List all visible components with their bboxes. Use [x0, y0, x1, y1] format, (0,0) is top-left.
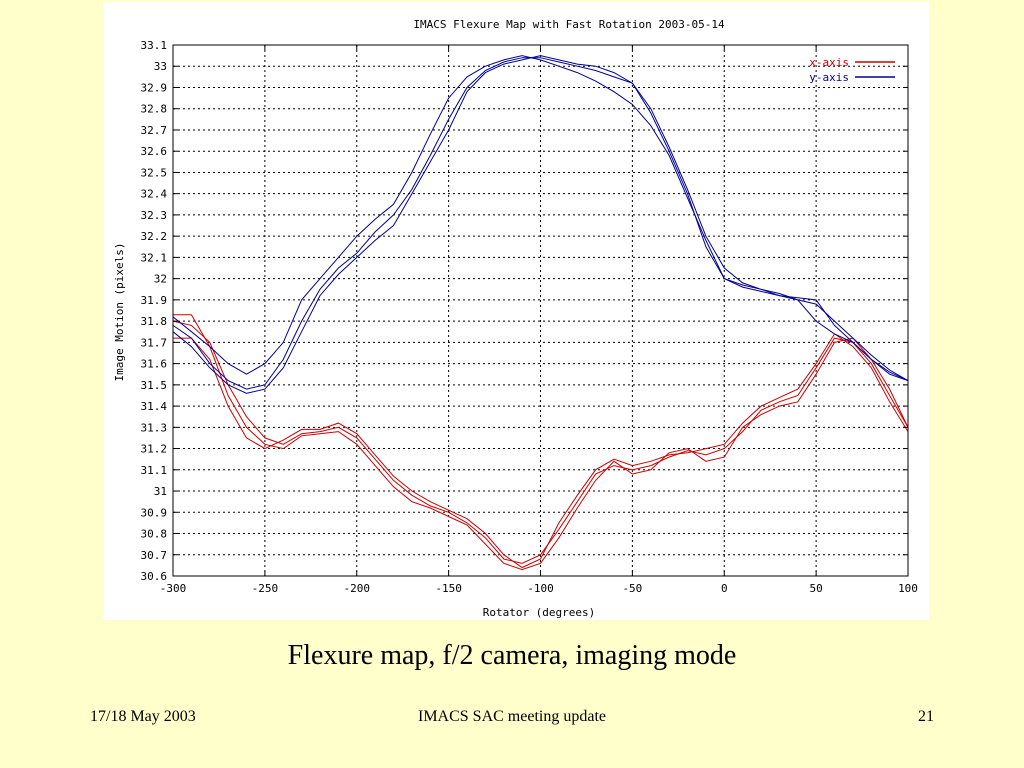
series-line-x-axis [172, 320, 909, 564]
y-axis-label: Image Motion (pixels) [113, 242, 126, 381]
y-tick-label: 31.4 [141, 400, 168, 413]
y-tick-label: 31.8 [141, 315, 168, 328]
x-tick-label: -150 [435, 582, 462, 595]
y-tick-label: 33.1 [141, 39, 168, 52]
y-tick-label: 30.7 [141, 549, 168, 562]
y-tick-label: 31.2 [141, 443, 168, 456]
y-tick-label: 31.9 [141, 294, 168, 307]
y-tick-label: 31.1 [141, 464, 168, 477]
legend-label-y-axis: y-axis [809, 71, 849, 84]
y-tick-label: 31.3 [141, 421, 168, 434]
x-tick-label: -300 [160, 582, 187, 595]
y-tick-label: 30.9 [141, 506, 168, 519]
x-tick-label: -50 [622, 582, 642, 595]
chart-title: IMACS Flexure Map with Fast Rotation 200… [413, 18, 725, 31]
y-tick-label: 32.5 [141, 166, 168, 179]
legend-label-x-axis: x-axis [809, 56, 849, 69]
y-tick-label: 32.1 [141, 251, 168, 264]
series-line-x-axis [173, 314, 909, 571]
slide-caption: Flexure map, f/2 camera, imaging mode [287, 640, 737, 671]
y-tick-label: 33 [154, 60, 167, 73]
series-line-y-axis [172, 57, 909, 390]
x-axis-label: Rotator (degrees) [483, 606, 596, 619]
x-tick-label: -200 [344, 582, 371, 595]
chart-svg: IMACS Flexure Map with Fast Rotation 200… [103, 2, 929, 620]
y-tick-label: 32.7 [141, 124, 168, 137]
y-tick-label: 31 [154, 485, 167, 498]
footer-date: 17/18 May 2003 [90, 708, 196, 725]
footer-title: IMACS SAC meeting update [418, 708, 606, 725]
y-tick-label: 32 [154, 273, 167, 286]
x-tick-label: -250 [252, 582, 279, 595]
chart-figure: IMACS Flexure Map with Fast Rotation 200… [103, 2, 929, 620]
y-tick-label: 31.6 [141, 358, 168, 371]
y-tick-label: 32.3 [141, 209, 168, 222]
series-line-y-axis [172, 55, 909, 382]
legend: x-axis y-axis [809, 56, 895, 84]
x-tick-label: 100 [898, 582, 918, 595]
grid-layer [173, 45, 908, 576]
x-tick-label: -100 [527, 582, 554, 595]
y-tick-label: 31.7 [141, 336, 168, 349]
footer-page-number: 21 [918, 708, 934, 725]
x-tick-label: 50 [810, 582, 823, 595]
y-tick-label: 32.8 [141, 103, 168, 116]
chart-background [103, 2, 929, 620]
series-line-x-axis [173, 333, 909, 569]
y-tick-label: 32.9 [141, 81, 168, 94]
y-tick-label: 32.2 [141, 230, 168, 243]
series-line-y-axis [172, 55, 909, 394]
y-tick-label: 30.6 [141, 570, 168, 583]
y-tick-label: 32.6 [141, 145, 168, 158]
series-layer [172, 55, 909, 571]
y-tick-label: 31.5 [141, 379, 168, 392]
y-tick-label: 30.8 [141, 528, 168, 541]
y-tick-label: 32.4 [141, 188, 168, 201]
tick-layer: -300 -250 -200 -150 -100 -50 0 50 100 30.6 30.7 30.… [141, 39, 918, 595]
x-tick-label: 0 [721, 582, 728, 595]
